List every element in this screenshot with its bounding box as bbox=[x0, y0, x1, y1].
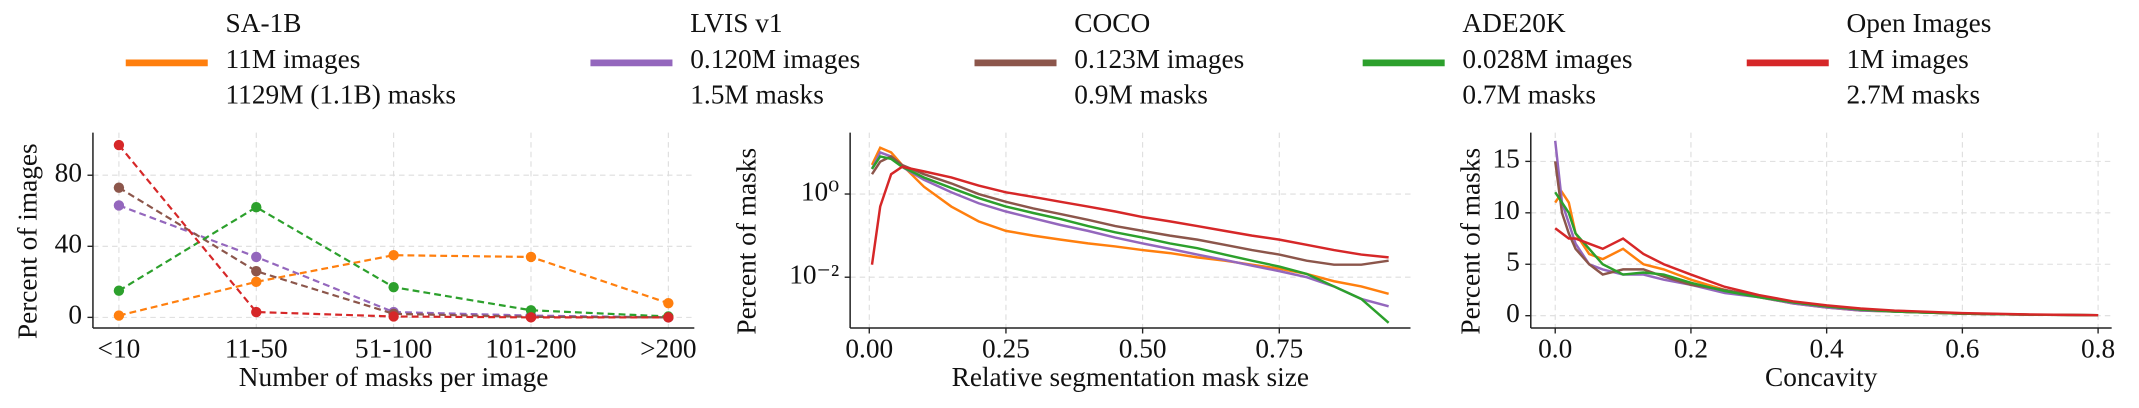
legend-detail: 0.120M images bbox=[690, 44, 860, 74]
x-tick-label: <10 bbox=[98, 334, 141, 364]
data-point bbox=[663, 297, 674, 309]
x-tick-label: 0.25 bbox=[982, 334, 1030, 364]
data-point bbox=[525, 305, 537, 316]
legend-detail: 1.5M masks bbox=[690, 79, 824, 109]
y-tick-label: 5 bbox=[1506, 247, 1520, 277]
legend-detail: 0.123M images bbox=[1074, 44, 1244, 74]
legend-label: SA-1B bbox=[226, 8, 302, 38]
y-axis-label: Percent of masks bbox=[1456, 148, 1486, 335]
y-axis-label: Percent of images bbox=[12, 143, 42, 339]
panel: 0 40 80 <10 11-50 51-100 101-200 >200 Number of … bbox=[12, 132, 697, 392]
data-point bbox=[113, 285, 125, 296]
series-line bbox=[118, 254, 669, 317]
series-line bbox=[870, 165, 1389, 265]
series-line bbox=[1554, 227, 2099, 317]
legend-detail: 2.7M masks bbox=[1847, 79, 1981, 109]
x-tick-label: 0.6 bbox=[1945, 334, 1979, 364]
series-line bbox=[870, 155, 1390, 324]
legend-label: Open Images bbox=[1847, 8, 1992, 38]
data-point bbox=[113, 139, 125, 151]
legend-detail: 1129M (1.1B) masks bbox=[226, 79, 457, 109]
data-point bbox=[251, 251, 262, 263]
x-tick-label: 0.2 bbox=[1674, 334, 1708, 364]
data-point bbox=[525, 312, 537, 323]
y-tick-label: 10 bbox=[1493, 195, 1520, 225]
series-line bbox=[870, 146, 1389, 295]
legend-detail: 11M images bbox=[226, 44, 361, 74]
y-tick-label: 0 bbox=[68, 300, 82, 330]
data-point bbox=[525, 251, 537, 263]
data-point bbox=[388, 249, 399, 261]
legend-detail: 0.028M images bbox=[1462, 44, 1632, 74]
data-point bbox=[251, 276, 262, 288]
y-tick-label: 0 bbox=[1506, 298, 1520, 328]
x-tick-label: 51-100 bbox=[355, 334, 432, 364]
x-tick-label: 101-200 bbox=[485, 334, 576, 364]
data-point bbox=[113, 200, 125, 211]
data-point bbox=[251, 306, 262, 318]
x-tick-label: 0.8 bbox=[2081, 334, 2115, 364]
y-tick-label: 15 bbox=[1493, 144, 1520, 174]
x-axis-label: Number of masks per image bbox=[239, 362, 549, 392]
x-tick-label: 0.00 bbox=[845, 334, 893, 364]
data-point bbox=[663, 312, 674, 323]
y-tick-label: 80 bbox=[55, 157, 82, 187]
x-tick-label: 11-50 bbox=[225, 334, 288, 364]
data-point bbox=[251, 265, 262, 277]
y-tick-label: 40 bbox=[55, 229, 82, 259]
legend-label: ADE20K bbox=[1462, 8, 1565, 38]
y-axis-label: Percent of masks bbox=[731, 148, 761, 335]
data-point bbox=[113, 182, 125, 193]
panel: 0 5 10 15 0.0 0.2 0.4 0.6 0.8 Concavity Percent of… bbox=[1456, 132, 2115, 392]
legend-label: COCO bbox=[1074, 8, 1150, 38]
legend-label: LVIS v1 bbox=[690, 8, 782, 38]
x-tick-label: 0.50 bbox=[1119, 334, 1167, 364]
x-tick-label: 0.0 bbox=[1538, 334, 1572, 364]
data-point bbox=[388, 311, 399, 322]
x-tick-label: 0.4 bbox=[1810, 334, 1844, 364]
x-axis-label: Relative segmentation mask size bbox=[952, 362, 1309, 392]
y-tick-label: 10⁻² bbox=[789, 259, 839, 289]
data-point bbox=[388, 281, 399, 293]
y-tick-label: 10⁰ bbox=[801, 176, 839, 206]
x-axis-label: Concavity bbox=[1765, 362, 1878, 392]
data-point bbox=[251, 202, 262, 213]
legend-detail: 0.9M masks bbox=[1074, 79, 1208, 109]
data-point bbox=[113, 310, 125, 321]
x-tick-label: 0.75 bbox=[1255, 334, 1303, 364]
legend-detail: 0.7M masks bbox=[1462, 79, 1596, 109]
x-tick-label: >200 bbox=[640, 334, 696, 364]
legend-detail: 1M images bbox=[1847, 44, 1969, 74]
